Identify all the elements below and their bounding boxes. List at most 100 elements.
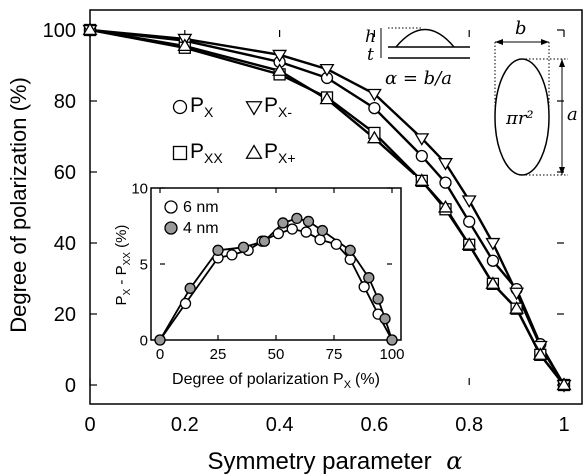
- legend-symbol-pxminus: [245, 101, 263, 116]
- legend-marker-px: [172, 99, 188, 115]
- main-x-tick-label: 0.6: [360, 414, 388, 436]
- main-x-axis-label-text: Symmetry parameter: [208, 448, 432, 475]
- inset-point-4nm: [277, 217, 289, 229]
- alpha-equation: α = b/a: [385, 68, 452, 89]
- main-point-pxplus: [485, 276, 501, 289]
- inset-point-4nm: [154, 334, 166, 346]
- main-x-tick-label: 0.2: [171, 414, 199, 436]
- area-label: πr²: [505, 108, 534, 129]
- inset-point-4nm: [363, 272, 375, 284]
- main-point-pxplus: [272, 63, 288, 76]
- inset-point-4nm: [184, 282, 196, 294]
- inset-point-6nm: [314, 234, 326, 246]
- main-point-pxplus: [414, 173, 430, 186]
- inset-x-tick-label: 75: [326, 346, 343, 363]
- legend-label-px-minus: PX-: [264, 94, 292, 120]
- legend-label-pxx: PXX: [190, 140, 223, 166]
- h-label: h: [365, 27, 376, 47]
- inset-tick-labels: 0 25 50 75 100 0 5 10: [131, 180, 404, 363]
- inset-point-4nm: [386, 334, 398, 346]
- main-point-pxplus: [461, 237, 477, 250]
- inset-point-4nm: [291, 212, 303, 225]
- inset-point-4nm: [237, 241, 250, 253]
- inset-x-tick-label: 50: [268, 346, 285, 363]
- inset-y-tick-label: 5: [140, 256, 148, 273]
- main-y-tick-label: 0: [65, 375, 76, 397]
- inset-point-6nm: [300, 226, 312, 238]
- main-y-tick-label: 20: [54, 304, 76, 326]
- main-y-axis-label: Degree of polarization (%): [6, 77, 31, 333]
- inset-x-axis-label: Degree of polarization PX (%): [172, 371, 380, 391]
- main-point-pxplus: [532, 347, 548, 360]
- main-point-px: [463, 215, 476, 228]
- main-point-px: [368, 101, 381, 115]
- inset-x-tick-label: 100: [379, 346, 404, 363]
- inset-point-4nm: [302, 215, 315, 228]
- main-y-tick-label: 80: [54, 91, 76, 113]
- main-point-px: [486, 254, 500, 267]
- legend-marker-pxx: [172, 145, 188, 161]
- inset-legend-label-6nm: 6 nm: [183, 199, 219, 216]
- main-point-pxminus: [414, 133, 430, 146]
- a-arrow-top: [559, 59, 565, 67]
- inset-y-axis-label: PX - PXX (%): [113, 225, 133, 306]
- inset-legend-symbol-6nm: [164, 200, 178, 214]
- legend-symbol-pxplus: [245, 144, 263, 159]
- legend-marker-px-plus: [245, 144, 263, 159]
- inset-point-4nm: [344, 244, 356, 256]
- main-x-axis-symbol: α: [446, 447, 462, 475]
- main-series-lines: [89, 28, 566, 386]
- island-cap-shape: [395, 29, 455, 48]
- inset-point-4nm: [379, 313, 391, 325]
- inset-legend-marker-6nm: [164, 200, 178, 214]
- inset-legend-marker-4nm: [164, 221, 178, 235]
- main-point-pxminus: [438, 158, 453, 171]
- main-point-pxminus: [532, 340, 548, 354]
- inset-point-6nm: [179, 297, 192, 310]
- inset-point-6nm: [286, 223, 298, 235]
- inset-y-tick-label: 10: [131, 180, 148, 197]
- ellipse-schematic: b πr² a: [494, 18, 578, 176]
- inset-point-6nm: [358, 281, 370, 293]
- main-plot-frame: [89, 9, 583, 405]
- b-arrow-left: [495, 39, 503, 45]
- main-x-tick-label: 0.4: [266, 414, 294, 436]
- main-legend: PX PX- PXX PX+: [172, 94, 296, 166]
- inset-point-4nm: [316, 224, 329, 237]
- legend-marker-px-minus: [245, 101, 263, 116]
- main-y-tick-label: 60: [54, 162, 76, 184]
- main-point-px: [439, 176, 452, 189]
- a-label: a: [567, 104, 578, 125]
- inset-legend: 6 nm 4 nm: [164, 199, 219, 237]
- main-point-pxplus: [82, 22, 98, 36]
- b-label: b: [515, 18, 527, 39]
- main-point-pxplus: [556, 377, 572, 391]
- main-y-tick-label: 40: [54, 233, 76, 255]
- inset-point-4nm: [212, 244, 224, 256]
- main-point-pxminus: [366, 88, 382, 102]
- main-point-pxminus: [485, 237, 501, 251]
- main-point-pxplus: [438, 199, 453, 213]
- legend-symbol-pxx: [172, 145, 188, 161]
- main-x-tick-label: 0: [84, 414, 95, 436]
- main-point-pxplus: [319, 91, 335, 105]
- main-y-tick-label: 100: [43, 20, 76, 42]
- inset-legend-symbol-4nm: [164, 221, 178, 235]
- a-arrow-bottom: [559, 167, 565, 175]
- inset-x-tick-label: 0: [156, 346, 164, 363]
- t-label: t: [367, 45, 374, 65]
- main-x-tick-label: 1: [558, 414, 569, 436]
- inset-point-4nm: [258, 235, 271, 247]
- legend-symbol-px: [172, 99, 188, 115]
- main-series-markers: [82, 22, 572, 393]
- inset-point-6nm: [272, 227, 284, 240]
- legend-label-px-plus: PX+: [264, 140, 296, 166]
- legend-label-px: PX: [190, 94, 214, 120]
- main-point-pxminus: [509, 287, 525, 301]
- main-series-line-pxminus: [89, 28, 566, 386]
- inset-point-4nm: [372, 293, 384, 305]
- main-series-line-px: [89, 28, 566, 386]
- main-x-axis-label: Symmetry parameter α: [208, 447, 463, 475]
- main-series-line-pxplus: [89, 28, 565, 386]
